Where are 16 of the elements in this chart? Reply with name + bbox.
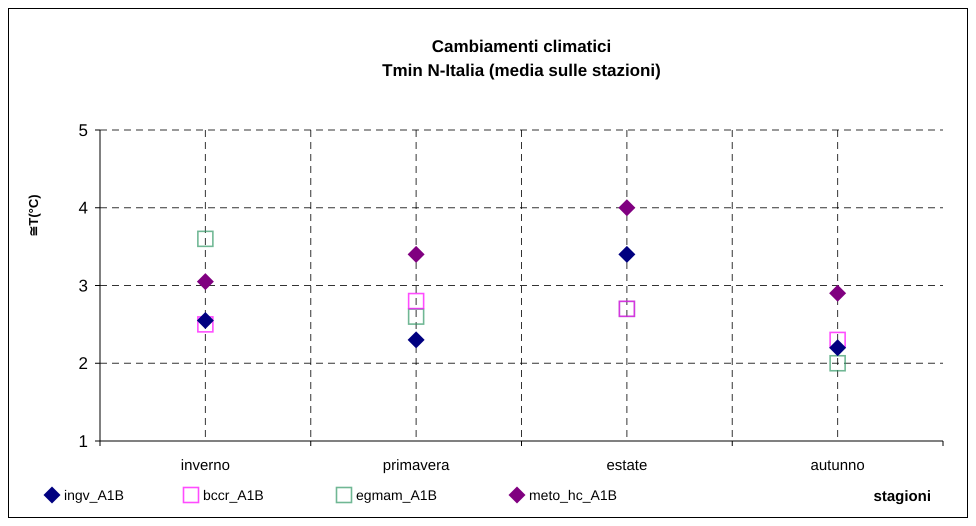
chart-title: Cambiamenti climatici Tmin N-Italia (media sulle stazioni) <box>382 37 661 80</box>
x-axis-title: stagioni <box>873 488 931 505</box>
x-tick-label: primavera <box>382 457 450 474</box>
y-tick-label: 5 <box>78 120 88 140</box>
x-tick-label: autunno <box>810 457 865 474</box>
legend-label: ingv_A1B <box>64 486 124 503</box>
y-tick-label: 3 <box>78 276 88 296</box>
legend-label: bccr_A1B <box>203 486 264 503</box>
legend-label: meto_hc_A1B <box>529 486 617 503</box>
legend-label: egmam_A1B <box>356 486 437 503</box>
y-tick-label: 4 <box>78 198 88 218</box>
x-tick-label: estate <box>606 457 648 474</box>
x-tick-label: inverno <box>180 457 230 474</box>
y-tick-label: 2 <box>78 354 88 374</box>
y-axis-title: ≅T(°C) <box>26 194 41 237</box>
y-tick-label: 1 <box>78 432 88 451</box>
